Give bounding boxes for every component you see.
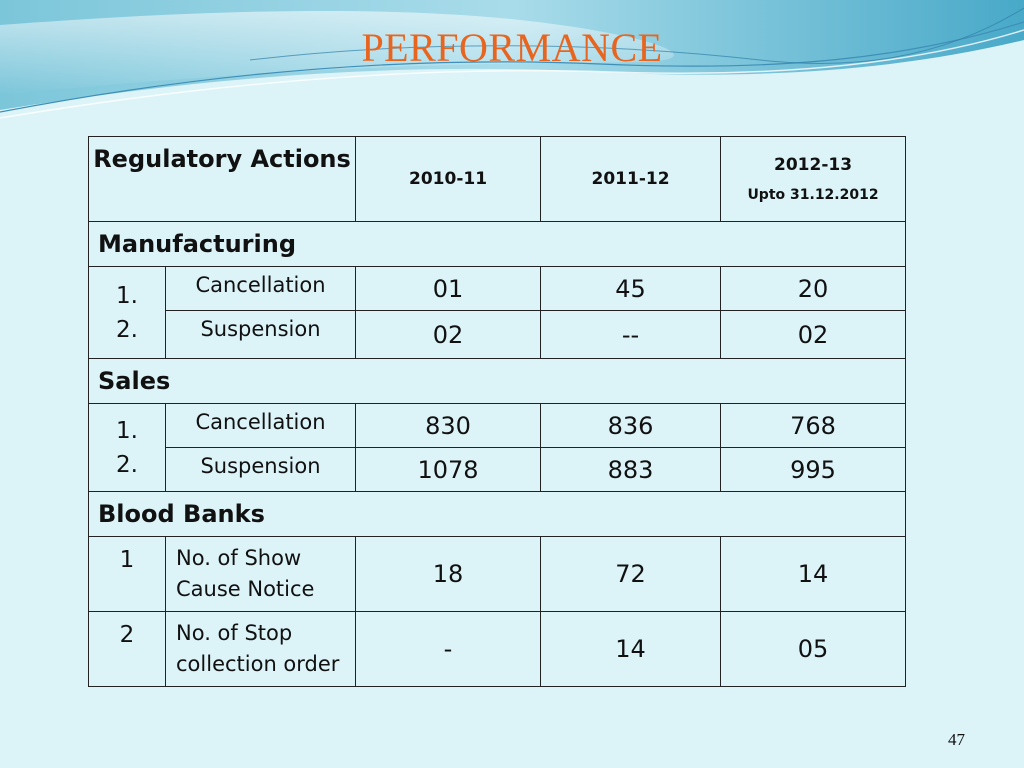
row-number-cell: 1. 2. <box>88 266 166 359</box>
header-year-2010-11: 2010-11 <box>355 136 542 222</box>
table-row: 1. 2. Cancellation 830 836 768 <box>88 403 907 492</box>
row-label-line: collection order <box>176 652 340 676</box>
value-cell: 995 <box>720 447 907 492</box>
row-number: 2. <box>116 316 138 343</box>
table-row: 1. 2. Cancellation 01 45 20 <box>88 266 907 359</box>
value-cell: 836 <box>540 403 722 448</box>
header-year-2011-12: 2011-12 <box>540 136 722 222</box>
header-year-2012-13-label: 2012-13 <box>774 155 853 175</box>
section-row-sales: Sales <box>87 358 907 404</box>
row-number: 1. <box>116 282 138 309</box>
row-label: Suspension <box>164 447 357 492</box>
header-year-2012-13: 2012-13 Upto 31.12.2012 <box>720 136 907 222</box>
table-row: 2 No. of Stop collection order - 14 05 <box>88 611 907 687</box>
value-cell: 72 <box>540 536 722 612</box>
value-cell: 05 <box>720 611 907 687</box>
value-cell: 768 <box>720 403 907 448</box>
table-row: Suspension 02 -- 02 <box>89 310 907 359</box>
row-number: 1 <box>88 536 166 612</box>
value-cell: 45 <box>540 266 722 311</box>
section-title-sales: Sales <box>87 358 907 404</box>
value-cell: 14 <box>540 611 722 687</box>
row-number: 2. <box>116 451 138 478</box>
header-regulatory-actions: Regulatory Actions <box>87 136 357 222</box>
row-label-line: Cause Notice <box>176 577 315 601</box>
slide-title: PERFORMANCE <box>361 25 663 70</box>
value-cell: 883 <box>540 447 722 492</box>
value-cell: 20 <box>720 266 907 311</box>
value-cell: 1078 <box>355 447 542 492</box>
table-header-row: Regulatory Actions 2010-11 2011-12 2012-… <box>87 136 907 222</box>
section-row-manufacturing: Manufacturing <box>87 221 907 267</box>
value-cell: 18 <box>355 536 542 612</box>
value-cell: 02 <box>355 310 542 359</box>
value-cell: 02 <box>720 310 907 359</box>
section-row-blood-banks: Blood Banks <box>87 491 907 537</box>
row-label: Suspension <box>164 310 357 359</box>
row-number-cell: 1. 2. <box>88 403 166 492</box>
page-number: 47 <box>948 730 965 749</box>
row-label: No. of Show Cause Notice <box>164 536 357 612</box>
row-number: 1. <box>116 417 138 444</box>
row-label: No. of Stop collection order <box>164 611 357 687</box>
value-cell: - <box>355 611 542 687</box>
performance-table: Regulatory Actions 2010-11 2011-12 2012-… <box>87 136 907 687</box>
header-wave-decoration <box>0 0 1024 119</box>
row-label: Cancellation <box>164 403 357 448</box>
section-title-blood-banks: Blood Banks <box>87 491 907 537</box>
value-cell: 01 <box>355 266 542 311</box>
section-title-manufacturing: Manufacturing <box>87 221 907 267</box>
row-label-line: No. of Show <box>176 546 302 570</box>
header-year-note: Upto 31.12.2012 <box>747 187 879 203</box>
table-row: 1 No. of Show Cause Notice 18 72 14 <box>88 536 907 612</box>
value-cell: 14 <box>720 536 907 612</box>
table-row: Suspension 1078 883 995 <box>89 447 907 492</box>
value-cell: 830 <box>355 403 542 448</box>
row-label-line: No. of Stop <box>176 621 293 645</box>
row-label: Cancellation <box>164 266 357 311</box>
row-number: 2 <box>88 611 166 687</box>
value-cell: -- <box>540 310 722 359</box>
